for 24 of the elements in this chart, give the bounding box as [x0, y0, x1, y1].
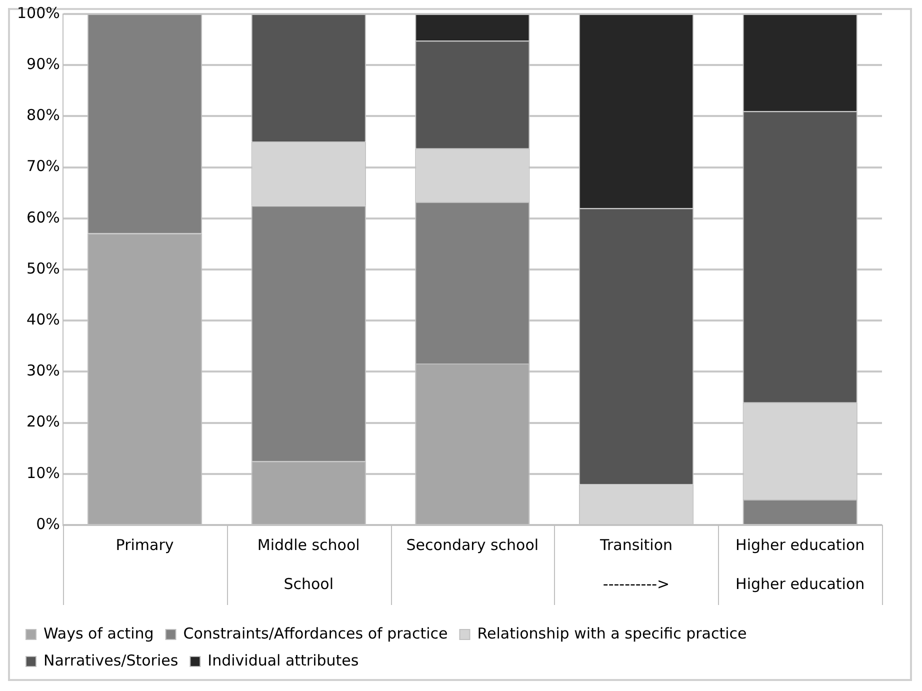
x-tick-label: Transition: [598, 536, 673, 554]
legend-label: Relationship with a specific practice: [477, 624, 747, 642]
text: School: [284, 574, 334, 593]
legend-label: Individual attributes: [208, 651, 359, 670]
x-tick-label: Secondary school: [406, 536, 539, 554]
y-tick-label: 60%: [26, 208, 60, 226]
x-tick-label: Higher education: [736, 536, 865, 554]
y-tick-label: 0%: [36, 514, 60, 533]
y-tick-label: 20%: [26, 412, 60, 431]
y-tick-label: 50%: [26, 259, 60, 278]
y-tick-label: 40%: [26, 310, 60, 328]
y-tick-label: 90%: [26, 54, 60, 73]
legend-label: Narratives/Stories: [44, 651, 178, 670]
text: Higher education: [736, 574, 865, 593]
y-tick-label: 70%: [26, 157, 60, 176]
y-tick-label: 30%: [26, 362, 60, 380]
x-tick-label: Primary: [116, 536, 174, 554]
legend-label: Ways of acting: [44, 624, 154, 642]
legend-label: Constraints/Affordances of practice: [183, 624, 448, 642]
x-tick-label: Middle school: [257, 536, 360, 554]
y-tick-label: 100%: [16, 4, 60, 22]
y-tick-label: 10%: [26, 464, 60, 482]
y-tick-label: 80%: [26, 106, 60, 124]
text: ---------->: [602, 574, 670, 593]
